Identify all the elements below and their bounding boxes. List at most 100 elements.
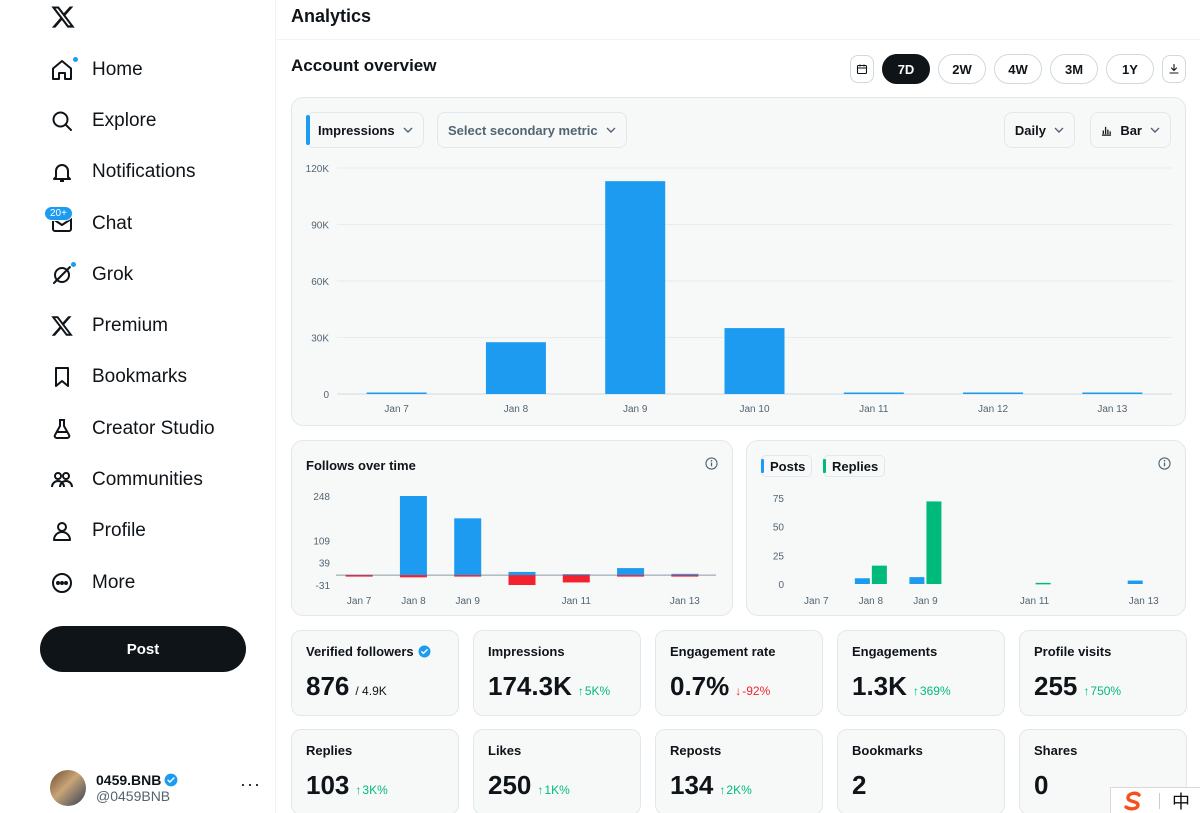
communities-icon <box>40 458 84 502</box>
info-icon[interactable] <box>1158 457 1171 470</box>
stat-reposts[interactable]: Reposts 134 ↑ 2K% <box>655 729 823 813</box>
calendar-button[interactable] <box>850 55 874 83</box>
primary-metric-label: Impressions <box>318 122 395 138</box>
nav-item-notifications[interactable]: Notifications <box>40 147 260 198</box>
section-title: Account overview <box>291 56 437 75</box>
unfollows-bar <box>454 575 482 577</box>
x-tick-label: Jan 13 <box>670 596 700 607</box>
secondary-metric-dropdown[interactable]: Select secondary metric <box>437 112 627 148</box>
granularity-dropdown[interactable]: Daily <box>1003 112 1075 148</box>
nav-label: Grok <box>92 263 134 285</box>
bar-chart-icon <box>1102 126 1112 136</box>
x-tick-label: Jan 13 <box>1097 404 1127 415</box>
unfollows-bar <box>345 575 373 577</box>
stat-value: 2 <box>852 770 867 800</box>
sidebar: Home Explore Notifications 20+ Chat <box>0 0 276 813</box>
unfollows-bar <box>671 575 699 577</box>
x-icon <box>40 304 84 348</box>
legend-replies[interactable]: Replies <box>823 455 886 477</box>
stat-bookmarks[interactable]: Bookmarks 2 <box>837 729 1005 813</box>
unfollows-bar <box>508 575 536 585</box>
stat-likes[interactable]: Likes 250 ↑ 1K% <box>473 729 641 813</box>
x-tick-label: Jan 7 <box>804 596 829 607</box>
arrow-down-icon: ↓ <box>735 684 742 698</box>
stat-label: Reposts <box>670 743 722 758</box>
stat-verified-followers[interactable]: Verified followers 876 / 4.9K <box>291 630 459 716</box>
impressions-bar <box>605 181 666 394</box>
follows-bar <box>562 574 590 576</box>
y-tick-label: 0 <box>778 580 784 591</box>
stat-label: Shares <box>1034 743 1078 758</box>
follows-chart-card: Follows over time -31 39 109 248 Jan 7 Jan 8 J… <box>291 440 733 616</box>
primary-metric-dropdown[interactable]: Impressions <box>306 112 424 148</box>
stat-label: Engagements <box>852 644 938 659</box>
legend-posts[interactable]: Posts <box>761 455 813 477</box>
person-icon <box>40 509 84 553</box>
nav-item-bookmarks[interactable]: Bookmarks <box>40 352 260 403</box>
stat-label: Impressions <box>488 644 565 659</box>
x-tick-label: Jan 11 <box>562 596 592 607</box>
nav-label: Profile <box>92 520 146 542</box>
range-3m[interactable]: 3M <box>1050 54 1098 84</box>
range-2w[interactable]: 2W <box>938 54 986 84</box>
stat-delta: ↑ 2K% <box>719 783 752 797</box>
account-more-icon[interactable]: ··· <box>240 774 261 794</box>
x-tick-label: Jan 13 <box>1129 596 1159 607</box>
range-1y[interactable]: 1Y <box>1106 54 1154 84</box>
info-icon[interactable] <box>705 457 718 470</box>
stat-impressions[interactable]: Impressions 174.3K ↑ 5K% <box>473 630 641 716</box>
post-button[interactable]: Post <box>40 626 246 672</box>
stat-engagement-rate[interactable]: Engagement rate 0.7% ↓ -92% <box>655 630 823 716</box>
x-tick-label: Jan 9 <box>623 404 648 415</box>
x-tick-label: Jan 11 <box>1020 596 1050 607</box>
y-tick-label: 75 <box>773 494 785 505</box>
grok-icon <box>40 253 84 297</box>
ime-mode-label: 中 <box>1172 791 1190 812</box>
bell-icon <box>40 150 84 194</box>
account-switcher[interactable]: 0459.BNB @0459BNB ··· <box>50 768 265 808</box>
range-4w[interactable]: 4W <box>994 54 1042 84</box>
stat-value: 1.3K <box>852 671 907 701</box>
verified-badge-icon <box>418 645 431 658</box>
nav-item-premium[interactable]: Premium <box>40 300 260 351</box>
nav-item-profile[interactable]: Profile <box>40 506 260 557</box>
nav-item-home[interactable]: Home <box>40 44 260 95</box>
stat-profile-visits[interactable]: Profile visits 255 ↑ 750% <box>1019 630 1187 716</box>
stat-engagements[interactable]: Engagements 1.3K ↑ 369% <box>837 630 1005 716</box>
chart-type-dropdown[interactable]: Bar <box>1090 112 1171 148</box>
x-tick-label: Jan 7 <box>347 596 372 607</box>
legend-replies-label: Replies <box>832 458 879 474</box>
replies-bar <box>1035 582 1051 585</box>
range-7d[interactable]: 7D <box>882 54 930 84</box>
verified-badge-icon <box>164 773 178 787</box>
arrow-up-icon: ↑ <box>577 684 584 698</box>
nav-item-chat[interactable]: 20+ Chat <box>40 198 260 249</box>
x-tick-label: Jan 9 <box>913 596 938 607</box>
impressions-chart-card: Impressions Select secondary metric Dail… <box>291 97 1186 426</box>
nav-item-creator-studio[interactable]: Creator Studio <box>40 403 260 454</box>
stat-delta: ↑ 1K% <box>537 783 570 797</box>
sogou-logo-icon <box>1121 790 1147 812</box>
grok-unread-dot <box>70 260 77 268</box>
arrow-up-icon: ↑ <box>912 684 919 698</box>
bookmark-icon <box>40 355 84 399</box>
posts-bar <box>1127 580 1143 584</box>
stat-label: Engagement rate <box>670 644 776 659</box>
posts-replies-chart-card: Posts Replies 0 25 50 75 Jan 7 Jan 8 Jan 9 Jan … <box>746 440 1186 616</box>
y-tick-label: -31 <box>316 581 331 592</box>
nav-item-grok[interactable]: Grok <box>40 249 260 300</box>
chart-type-label: Bar <box>1120 122 1142 138</box>
ime-indicator[interactable]: 中 <box>1110 787 1200 813</box>
stat-replies[interactable]: Replies 103 ↑ 3K% <box>291 729 459 813</box>
nav-item-more[interactable]: More <box>40 557 260 608</box>
stat-value: 0.7% <box>670 671 730 701</box>
search-icon <box>40 99 84 143</box>
nav-item-explore[interactable]: Explore <box>40 95 260 146</box>
posts-replies-bar-chart: 0 25 50 75 Jan 7 Jan 8 Jan 9 Jan 11 Jan 13 <box>773 494 1159 607</box>
impressions-bar <box>1082 392 1143 394</box>
download-button[interactable] <box>1162 55 1186 83</box>
x-tick-label: Jan 8 <box>504 404 529 415</box>
page-title: Analytics <box>291 6 372 26</box>
x-logo-icon[interactable] <box>50 4 76 30</box>
nav-item-communities[interactable]: Communities <box>40 454 260 505</box>
